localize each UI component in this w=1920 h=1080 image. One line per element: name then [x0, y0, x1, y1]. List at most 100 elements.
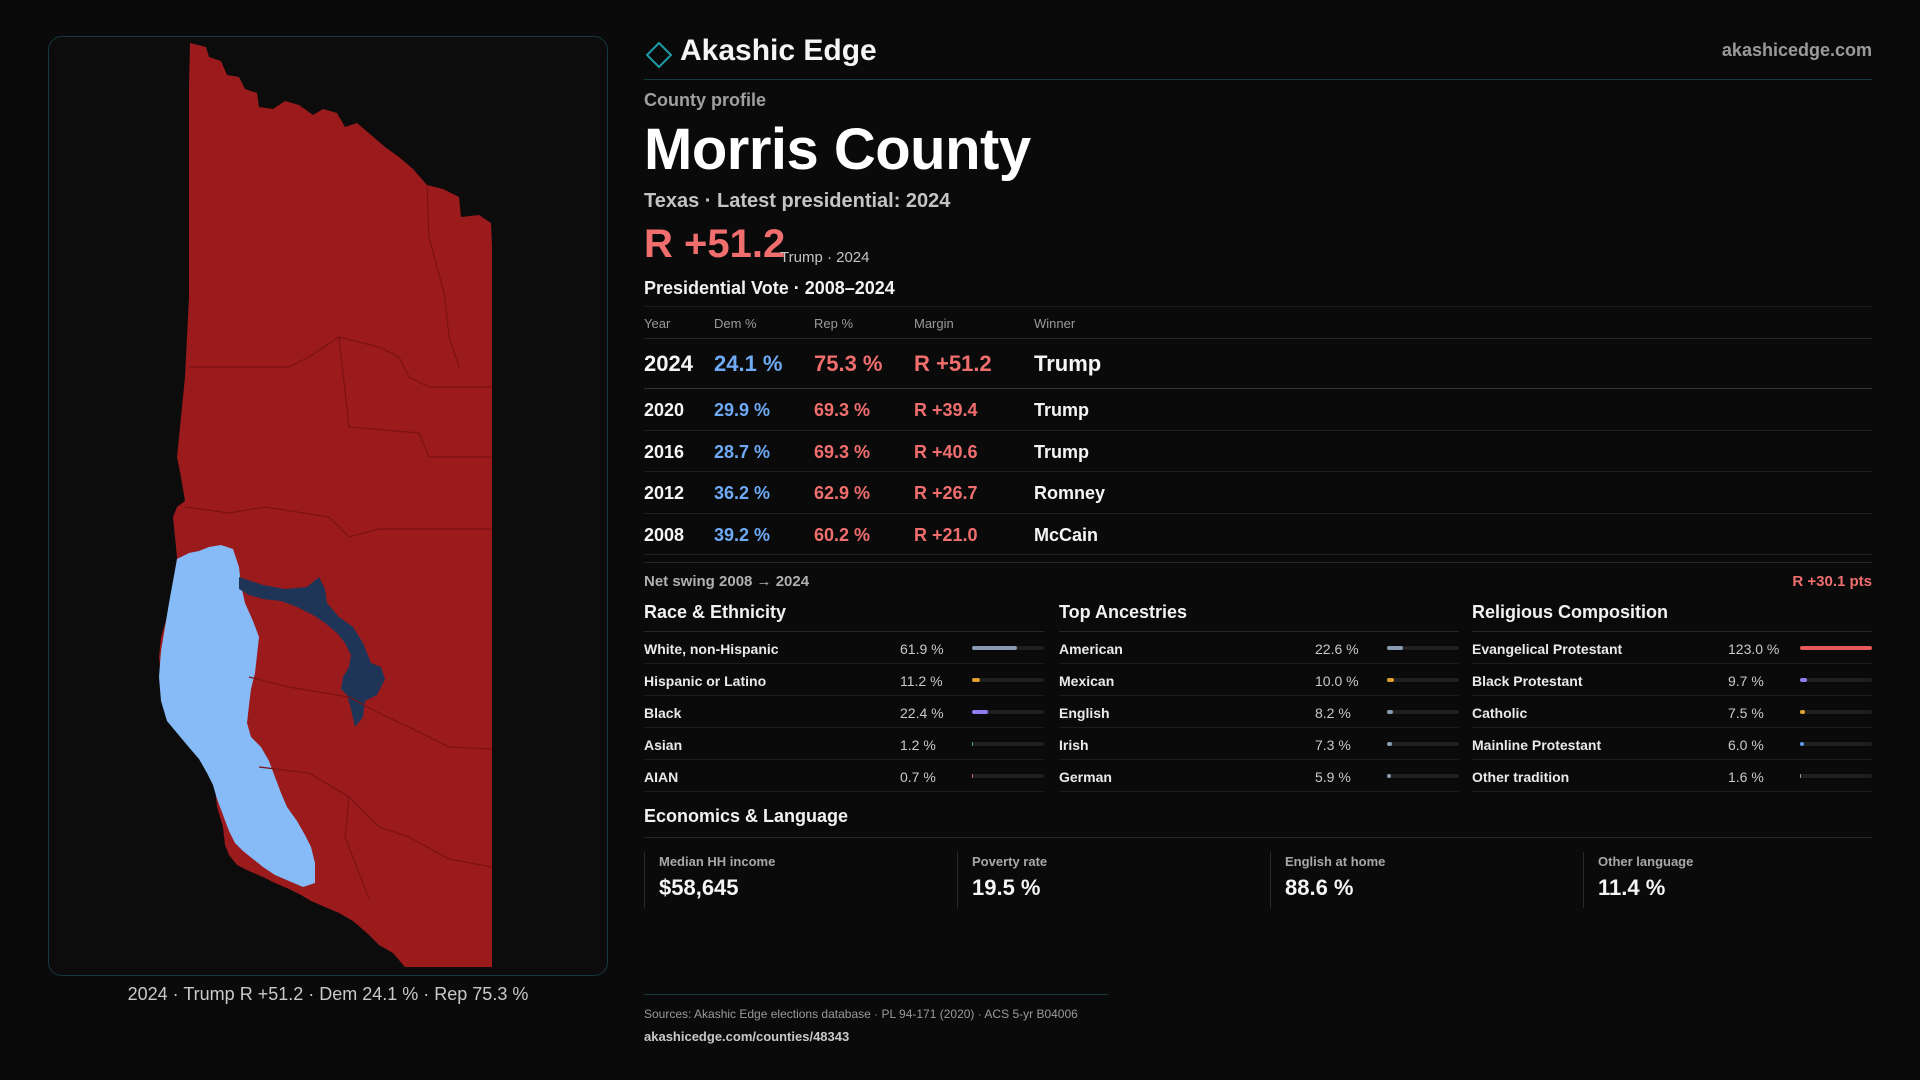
stat-card: Median HH income $58,645 [644, 852, 775, 908]
item-value: 1.2 % [900, 737, 936, 753]
bar-track [1387, 678, 1459, 682]
permalink[interactable]: akashicedge.com/counties/48343 [644, 1029, 850, 1044]
item-value: 10.0 % [1315, 673, 1359, 689]
section-title: Race & Ethnicity [644, 600, 1044, 632]
list-item: Black Protestant 9.7 % [1472, 664, 1872, 696]
bar-track [1387, 646, 1459, 650]
vote-table-header: Year Dem % Rep % Margin Winner [644, 307, 1872, 339]
bar-fill [1800, 646, 1872, 650]
item-value: 7.5 % [1728, 705, 1764, 721]
cell-margin: R +39.4 [914, 400, 978, 420]
stat-label: English at home [1285, 854, 1386, 869]
item-value: 0.7 % [900, 769, 936, 785]
item-value: 11.2 % [900, 673, 943, 689]
page-subtitle: Texas · Latest presidential: 2024 [644, 190, 951, 212]
cell-year: 2012 [644, 483, 685, 503]
precinct-borders [184, 184, 493, 900]
stat-card: Poverty rate 19.5 % [957, 852, 1047, 908]
bar-track [1387, 774, 1459, 778]
cell-dem: 29.9 % [714, 400, 771, 420]
item-label: Black Protestant [1472, 673, 1583, 689]
sources-footer: Sources: Akashic Edge elections database… [644, 994, 1108, 1044]
bar-fill [972, 710, 989, 714]
cell-margin: R +21.0 [914, 524, 978, 545]
brand-name: Akashic Edge [680, 34, 877, 67]
cell-dem: 28.7 % [714, 441, 771, 462]
cell-winner: Romney [1034, 483, 1106, 503]
county-profile-panel: Akashic Edge akashicedge.com County prof… [644, 0, 1872, 1080]
list-item: American 22.6 % [1059, 632, 1459, 664]
table-row: 2016 28.7 % 69.3 % R +40.6 Trump [644, 431, 1872, 472]
cell-rep: 69.3 % [814, 400, 871, 420]
cell-rep: 60.2 % [814, 524, 871, 545]
county-map[interactable] [48, 36, 608, 976]
item-value: 22.4 % [900, 705, 944, 721]
list-item: Mainline Protestant 6.0 % [1472, 728, 1872, 760]
cell-margin: R +26.7 [914, 483, 978, 503]
cell-winner: Trump [1034, 400, 1090, 420]
item-label: German [1059, 769, 1112, 785]
header-winner: Winner [1034, 316, 1076, 331]
bar-fill [1800, 678, 1807, 682]
item-label: Mexican [1059, 673, 1115, 689]
stat-label: Poverty rate [972, 854, 1048, 869]
list-item: Asian 1.2 % [644, 728, 1044, 760]
item-label: American [1059, 641, 1123, 657]
race-ethnicity-section: Race & Ethnicity White, non-Hispanic 61.9… [644, 600, 1044, 792]
cell-rep: 75.3 % [814, 351, 883, 376]
cell-year: 2020 [644, 400, 685, 420]
bar-track [1387, 710, 1459, 714]
bar-track [972, 646, 1044, 650]
item-label: Asian [644, 737, 683, 753]
bar-fill [972, 646, 1017, 650]
list-item: Catholic 7.5 % [1472, 696, 1872, 728]
bar-fill [1387, 710, 1393, 714]
bar-track [972, 678, 1044, 682]
table-row: 2012 36.2 % 62.9 % R +26.7 Romney [644, 472, 1872, 514]
bar-fill [972, 774, 974, 778]
cell-margin: R +40.6 [914, 441, 978, 462]
item-label: Mainline Protestant [1472, 737, 1602, 753]
section-title: Top Ancestries [1059, 600, 1459, 632]
bar-track [972, 710, 1044, 714]
cell-rep: 62.9 % [814, 483, 871, 503]
bar-track [1387, 742, 1459, 746]
bar-fill [1387, 646, 1404, 650]
sources-line: Sources: Akashic Edge elections database… [644, 1007, 1078, 1021]
list-item: Hispanic or Latino 11.2 % [644, 664, 1044, 696]
bar-track [1800, 742, 1872, 746]
list-item: German 5.9 % [1059, 760, 1459, 792]
map-region-dem-dark [239, 577, 385, 727]
item-value: 1.6 % [1728, 769, 1764, 785]
stat-value: 11.4 % [1598, 875, 1666, 900]
stat-value: $58,645 [659, 875, 739, 900]
list-item: Other tradition 1.6 % [1472, 760, 1872, 792]
map-caption: 2024 · Trump R +51.2 · Dem 24.1 % · Rep … [127, 984, 529, 1004]
page-kicker: County profile [644, 90, 766, 110]
header-rep: Rep % [814, 316, 854, 331]
bar-track [1800, 646, 1872, 650]
section-title: Religious Composition [1472, 600, 1872, 632]
bar-fill [972, 678, 981, 682]
brand-url[interactable]: akashicedge.com [1721, 40, 1872, 60]
cell-year: 2008 [644, 524, 685, 545]
cell-winner: McCain [1034, 524, 1099, 545]
ancestry-section: Top Ancestries American 22.6 % Mexican 10.… [1059, 600, 1459, 792]
religion-section: Religious Composition Evangelical Protes… [1472, 600, 1872, 792]
list-item: Irish 7.3 % [1059, 728, 1459, 760]
vote-table: Year Dem % Rep % Margin Winner 2024 24.1… [644, 306, 1872, 555]
bar-track [1800, 678, 1872, 682]
item-label: Catholic [1472, 705, 1528, 721]
item-label: Evangelical Protestant [1472, 641, 1623, 657]
table-row: 2008 39.2 % 60.2 % R +21.0 McCain [644, 514, 1872, 555]
net-swing: Net swing 2008 → 2024 R +30.1 pts [644, 562, 1872, 592]
item-label: AIAN [644, 769, 679, 785]
bar-track [1800, 774, 1872, 778]
bar-fill [1800, 710, 1806, 714]
header-year: Year [644, 316, 671, 331]
stat-label: Other language [1598, 854, 1694, 869]
item-label: Irish [1059, 737, 1089, 753]
stat-card: Other language 11.4 % [1583, 852, 1693, 908]
stat-label: Median HH income [659, 854, 776, 869]
list-item: English 8.2 % [1059, 696, 1459, 728]
